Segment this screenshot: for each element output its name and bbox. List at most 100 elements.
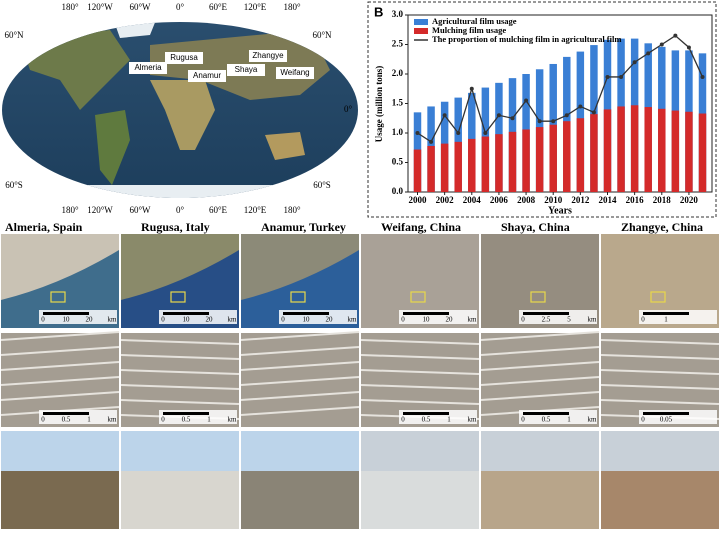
map-lon-label: 60°E [209,2,228,12]
photo-sky [361,431,479,471]
field-line [0,346,120,356]
x-tick-label: 2010 [544,195,563,205]
map-lon-label: 120°E [244,2,267,12]
field-line [480,391,600,401]
x-tick-label: 2018 [653,195,672,205]
scale-label: km [108,416,118,424]
bar [603,109,612,192]
field-line [120,399,240,405]
line [417,34,704,143]
place-box [165,52,203,64]
field-line [120,354,240,360]
field-line [240,391,360,401]
line-marker [673,33,678,38]
scale-label: 0 [641,316,645,324]
scale-label: km [228,416,238,424]
y-tick-label: 0.5 [392,157,404,167]
photo-sky [121,431,239,471]
field-line [600,369,720,375]
scale-label: 5 [567,316,571,324]
y-tick-label: 3.0 [392,9,404,19]
field-line [0,376,120,386]
bar [522,129,530,192]
map-lat-label: 60°S [313,180,331,190]
scale-label: 0 [41,316,45,324]
field-line [240,376,360,386]
scale-label: km [108,316,118,324]
place-label: Anamur [193,71,221,80]
place-label: Shaya [235,65,258,74]
field-line [240,406,360,416]
scale-label: 0.5 [182,416,191,424]
scale-bar [163,312,209,315]
line-marker [483,131,488,135]
place-box [276,67,314,79]
line-marker [442,113,447,118]
bar [671,110,680,192]
scale-label: 20 [446,316,454,324]
panel-title: Rugusa, Italy [141,220,210,234]
scale-label: 2.5 [542,316,551,324]
map-lon-label: 120°E [244,205,267,215]
map-lon-label: 60°W [129,2,151,12]
scale-label: 20 [206,316,214,324]
map-lat-label: 60°N [4,30,24,40]
map-lon-label: 180° [61,205,79,215]
scale-label: 0.5 [422,416,431,424]
scale-label: 0.5 [542,416,551,424]
line-marker [537,119,542,124]
bar [413,149,422,192]
legend-swatch [414,28,428,34]
line-marker [646,51,651,56]
zoom-box [530,291,546,303]
scale-bar [523,312,569,315]
line-marker [429,139,434,144]
scale-bar [163,412,209,415]
x-tick-label: 2006 [490,195,509,205]
panel-title: Zhangye, China [621,220,703,234]
place-label: Weifang [280,68,309,77]
scale-label: 0 [41,416,45,424]
scale-label: 0 [401,316,405,324]
photo-ground [121,471,239,529]
scale-label: 0 [161,316,165,324]
map-lat-label: 60°S [5,180,23,190]
photo-sky [1,431,119,471]
place-box [249,50,287,62]
place-label: Zhangye [252,51,284,60]
bar [468,138,476,192]
place-box [188,70,226,82]
bar [617,106,625,192]
field-line [480,361,600,371]
line-marker [591,110,596,115]
line-marker [700,74,705,79]
scale-label: 0 [401,416,405,424]
bar [630,105,639,192]
scale-bar [283,312,329,315]
panel-title: Anamur, Turkey [261,220,346,234]
panel-title: Almeria, Spain [5,220,83,234]
zoom-box [50,291,66,303]
scale-label: km [348,316,358,324]
field-line [600,399,720,405]
scale-label: 10 [183,316,191,324]
scale-label: 0.05 [660,416,673,424]
field-line [0,361,120,371]
scale-label: 0 [641,416,645,424]
x-tick-label: 2016 [626,195,645,205]
scale-label: 10 [423,316,431,324]
map-lat-label: 60°N [312,30,332,40]
scale-bar [643,312,689,315]
photo-ground [481,471,599,529]
y-tick-label: 0.0 [392,186,404,196]
x-tick-label: 2000 [409,195,428,205]
photo-ground [241,471,359,529]
photo-ground [1,471,119,529]
bar [590,114,598,192]
scale-label: 20 [86,316,94,324]
legend-label: The proportion of mulching film in agric… [432,34,621,44]
field-line [120,369,240,375]
line-marker [415,131,420,135]
line-marker [496,113,501,118]
